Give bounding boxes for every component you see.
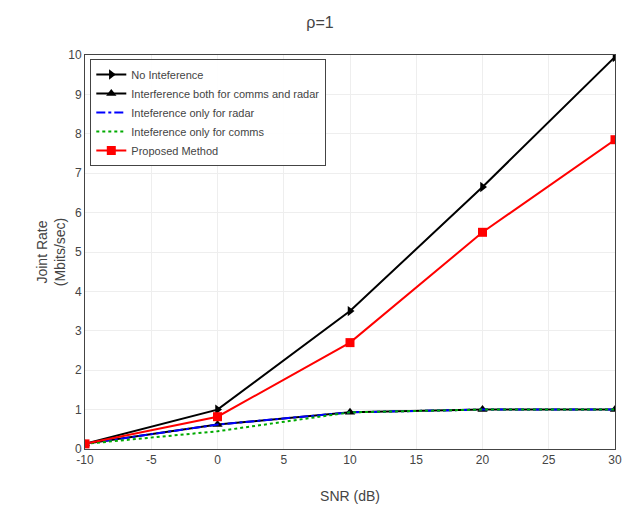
svg-text:5: 5	[75, 245, 82, 259]
svg-text:ρ=1: ρ=1	[306, 14, 333, 31]
svg-text:10: 10	[68, 48, 82, 62]
svg-text:Joint Rate(Mbits/sec): Joint Rate(Mbits/sec)	[34, 218, 68, 286]
svg-text:1: 1	[75, 403, 82, 417]
svg-text:No Inteference: No Inteference	[131, 69, 203, 81]
svg-text:0: 0	[214, 453, 221, 467]
svg-text:Proposed Method: Proposed Method	[131, 145, 218, 157]
svg-text:0: 0	[75, 442, 82, 456]
svg-text:Inteference only for radar: Inteference only for radar	[131, 107, 254, 119]
svg-text:10: 10	[343, 453, 357, 467]
svg-text:-5: -5	[146, 453, 157, 467]
svg-text:5: 5	[280, 453, 287, 467]
svg-text:SNR (dB): SNR (dB)	[320, 488, 380, 504]
svg-text:30: 30	[608, 453, 622, 467]
svg-text:7: 7	[75, 166, 82, 180]
svg-text:Interference both for comms an: Interference both for comms and radar	[131, 88, 319, 100]
svg-text:20: 20	[476, 453, 490, 467]
svg-text:4: 4	[75, 285, 82, 299]
svg-text:-10: -10	[76, 453, 94, 467]
svg-text:2: 2	[75, 363, 82, 377]
svg-text:6: 6	[75, 206, 82, 220]
svg-text:9: 9	[75, 88, 82, 102]
svg-text:25: 25	[542, 453, 556, 467]
svg-text:15: 15	[410, 453, 424, 467]
svg-text:8: 8	[75, 127, 82, 141]
svg-text:Inteference only for comms: Inteference only for comms	[131, 126, 264, 138]
svg-text:3: 3	[75, 324, 82, 338]
